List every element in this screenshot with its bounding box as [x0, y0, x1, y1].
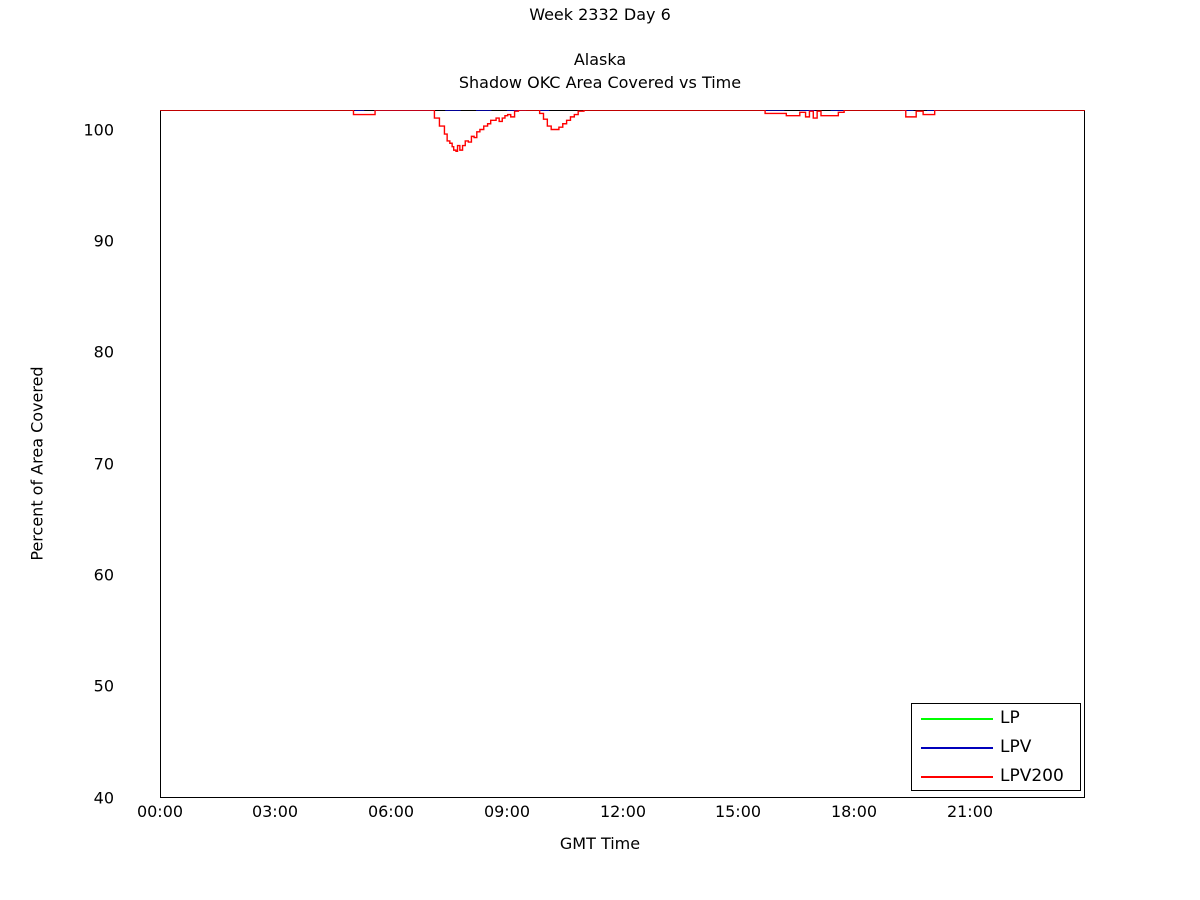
y-tick-label-60: 60: [93, 565, 114, 585]
plot-area: [160, 110, 1085, 798]
legend-label-lpv: LPV: [1000, 737, 1032, 757]
x-tick-label-1500: 15:00: [714, 802, 762, 821]
y-tick-label-70: 70: [93, 454, 114, 474]
x-tick-label-0000: 00:00: [136, 802, 184, 821]
y-tick-label-90: 90: [93, 231, 114, 251]
x-tick-label-1200: 12:00: [599, 802, 647, 821]
legend-swatch-lp: [921, 717, 993, 720]
legend-swatch-lpv200: [921, 775, 993, 778]
x-tick-label-0300: 03:00: [251, 802, 299, 821]
x-axis-label: GMT Time: [559, 834, 641, 853]
chart-title-line-2: Shadow OKC Area Covered vs Time: [458, 73, 742, 92]
x-tick-label-2100: 21:00: [946, 802, 994, 821]
legend-item-lp[interactable]: LP: [912, 704, 1080, 733]
chart-title-line-1: Alaska: [573, 50, 627, 69]
legend-item-lpv200[interactable]: LPV200: [912, 762, 1080, 791]
x-tick-label-0900: 09:00: [483, 802, 531, 821]
y-tick-label-80: 80: [93, 342, 114, 362]
legend-label-lp: LP: [1000, 708, 1020, 728]
legend: LP LPV LPV200: [911, 703, 1081, 791]
legend-swatch-lpv: [921, 746, 993, 749]
x-tick-label-1800: 18:00: [830, 802, 878, 821]
legend-label-lpv200: LPV200: [1000, 766, 1064, 786]
y-axis-label: Percent of Area Covered: [27, 366, 47, 561]
super-title: Week 2332 Day 6: [529, 5, 671, 24]
legend-item-lpv[interactable]: LPV: [912, 733, 1080, 762]
y-tick-label-50: 50: [93, 676, 114, 696]
y-tick-label-100: 100: [83, 120, 114, 140]
chart-title: Alaska Shadow OKC Area Covered vs Time: [0, 48, 1200, 94]
data-lines: [160, 110, 1085, 152]
y-tick-label-40: 40: [93, 788, 114, 808]
x-tick-label-0600: 06:00: [367, 802, 415, 821]
